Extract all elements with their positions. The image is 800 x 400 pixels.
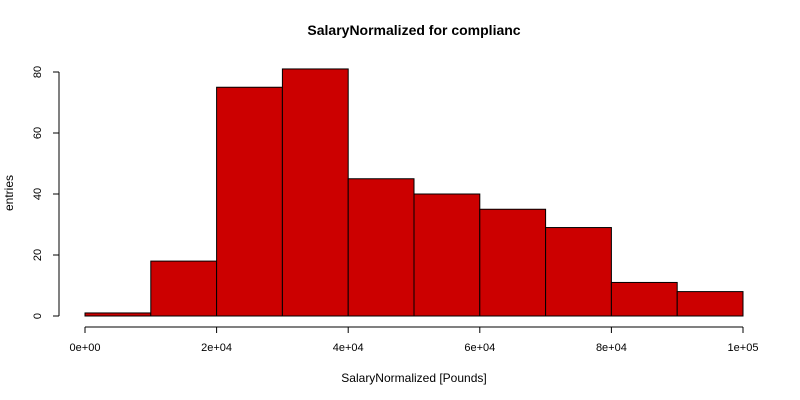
x-tick-label: 6e+04 xyxy=(464,342,495,354)
histogram-bar xyxy=(545,227,612,317)
x-tick-label: 4e+04 xyxy=(333,342,364,354)
x-axis-label: SalaryNormalized [Pounds] xyxy=(341,371,486,385)
x-tick-label: 2e+04 xyxy=(201,342,232,354)
histogram-bar xyxy=(676,291,744,317)
y-tick-label: 20 xyxy=(32,249,44,261)
histogram-bar xyxy=(610,281,678,317)
chart-title: SalaryNormalized for complianc xyxy=(307,22,520,38)
histogram-bar xyxy=(479,208,547,317)
bars-group xyxy=(84,68,744,317)
y-axis-label: entries xyxy=(2,175,16,211)
histogram-bar xyxy=(347,178,415,317)
x-tick-label: 0e+00 xyxy=(70,342,101,354)
y-tick-label: 60 xyxy=(32,127,44,139)
y-tick-label: 40 xyxy=(32,188,44,200)
x-tick-label: 8e+04 xyxy=(596,342,627,354)
x-tick-label: 1e+05 xyxy=(728,342,759,354)
histogram-bar xyxy=(84,312,152,317)
histogram-bar xyxy=(281,68,349,317)
y-axis: 0 20 40 60 80 xyxy=(32,66,60,319)
y-tick-label: 0 xyxy=(32,313,44,319)
histogram-bar xyxy=(150,260,218,317)
x-axis: 0e+00 2e+04 4e+04 6e+04 8e+04 1e+05 xyxy=(70,326,759,354)
histogram-bar xyxy=(413,193,481,317)
y-tick-label: 80 xyxy=(32,66,44,78)
histogram-bar xyxy=(216,86,283,317)
